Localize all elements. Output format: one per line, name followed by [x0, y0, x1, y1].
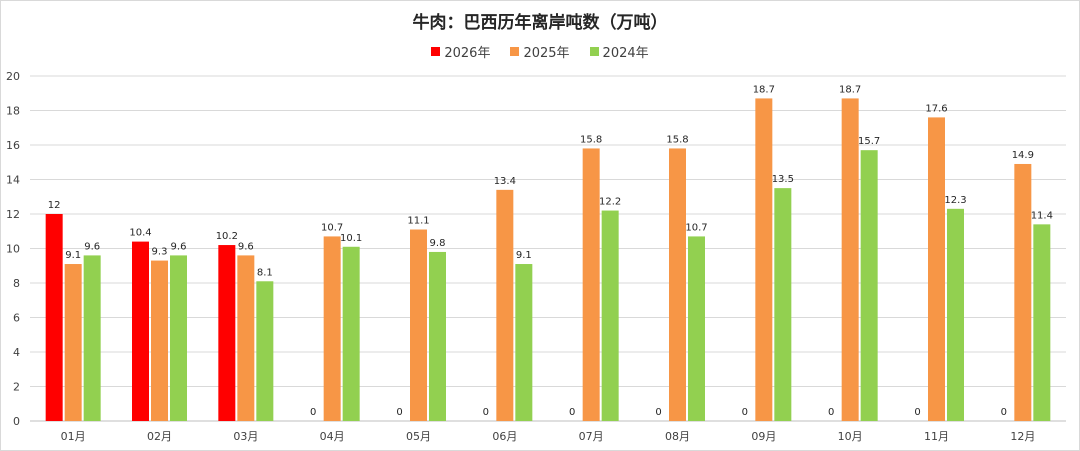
data-label: 14.9: [1012, 150, 1034, 161]
y-tick-label: 14: [6, 174, 20, 187]
bar: [151, 260, 168, 421]
bar: [64, 264, 82, 421]
legend-item-2024: 2024年: [589, 42, 649, 61]
legend-swatch-2025: [510, 47, 520, 56]
data-label: 11.4: [1031, 210, 1053, 221]
legend-swatch-2024: [589, 47, 599, 56]
y-tick-label: 4: [13, 346, 20, 359]
x-tick-label: 03月: [233, 430, 258, 443]
bar: [218, 245, 236, 421]
y-tick-label: 0: [13, 415, 20, 428]
y-tick-label: 16: [6, 139, 20, 152]
data-label: 18.7: [753, 84, 775, 95]
legend-item-2025: 2025年: [510, 42, 570, 61]
bar: [132, 241, 149, 421]
bar: [841, 98, 859, 422]
bar: [774, 188, 792, 421]
data-label: 15.7: [858, 136, 880, 147]
chart-title: 牛肉：巴西历年离岸吨数（万吨）: [412, 13, 668, 33]
data-label: 0: [1001, 407, 1007, 418]
bar: [947, 208, 964, 421]
data-label: 0: [569, 407, 575, 418]
data-label: 9.6: [171, 241, 187, 252]
bar: [496, 189, 514, 421]
y-tick-label: 18: [6, 105, 20, 118]
bar: [410, 229, 427, 421]
bar: [429, 251, 446, 421]
data-label: 9.8: [430, 238, 446, 249]
bar: [83, 255, 101, 421]
bar: [582, 148, 600, 421]
x-tick-label: 09月: [751, 430, 776, 443]
legend-swatch-2026: [431, 47, 441, 56]
data-label: 0: [483, 407, 489, 418]
data-label: 0: [396, 407, 402, 418]
data-label: 8.1: [257, 267, 273, 278]
data-label: 15.8: [580, 134, 602, 145]
x-tick-label: 08月: [665, 430, 690, 443]
y-tick-label: 6: [13, 312, 20, 325]
bar: [669, 148, 686, 421]
x-tick-label: 07月: [579, 430, 604, 443]
legend: 2026年 2025年 2024年: [0, 42, 1080, 61]
data-label: 11.1: [407, 216, 429, 227]
bar: [256, 281, 274, 421]
x-tick-label: 04月: [320, 430, 345, 443]
data-label: 13.5: [772, 174, 794, 185]
legend-label-2026: 2026年: [444, 46, 491, 61]
data-label: 10.1: [340, 233, 362, 244]
data-label: 13.4: [494, 176, 516, 187]
data-label: 15.8: [666, 134, 688, 145]
data-label: 9.1: [516, 250, 532, 261]
x-tick-label: 10月: [838, 430, 863, 443]
x-tick-label: 06月: [492, 430, 517, 443]
data-label: 0: [310, 407, 316, 418]
bar: [688, 236, 705, 421]
data-label: 0: [828, 407, 834, 418]
data-label: 18.7: [839, 84, 861, 95]
data-label: 9.3: [152, 247, 168, 258]
bar: [1033, 224, 1051, 421]
bar: [601, 210, 619, 421]
y-tick-label: 2: [13, 381, 20, 394]
bar: [755, 98, 773, 422]
data-label: 17.6: [925, 103, 947, 114]
data-label: 12.2: [599, 197, 621, 208]
bar: [237, 255, 255, 421]
x-tick-label: 02月: [147, 430, 172, 443]
data-label: 10.7: [321, 222, 343, 233]
legend-label-2025: 2025年: [523, 46, 570, 61]
data-label: 12: [48, 200, 61, 211]
x-tick-label: 05月: [406, 430, 431, 443]
data-label: 9.6: [84, 241, 100, 252]
data-label: 0: [742, 407, 748, 418]
x-tick-label: 11月: [924, 430, 949, 443]
data-label: 0: [914, 407, 920, 418]
bar: [323, 236, 341, 421]
bar: [342, 246, 360, 421]
x-tick-label: 01月: [61, 430, 86, 443]
x-tick-label: 12月: [1010, 430, 1035, 443]
data-label: 12.3: [944, 195, 966, 206]
y-tick-label: 10: [6, 243, 20, 256]
y-tick-label: 8: [13, 277, 20, 290]
bar: [170, 255, 187, 421]
data-label: 0: [655, 407, 661, 418]
data-label: 10.2: [216, 231, 238, 242]
y-tick-label: 12: [6, 208, 20, 221]
bar: [860, 150, 878, 422]
bar: [1014, 163, 1032, 421]
data-label: 10.7: [685, 222, 707, 233]
bar: [45, 214, 63, 421]
y-tick-label: 20: [6, 70, 20, 83]
bar: [928, 117, 945, 422]
legend-item-2026: 2026年: [431, 42, 490, 61]
data-label: 9.6: [238, 241, 254, 252]
data-label: 9.1: [65, 250, 81, 261]
data-label: 10.4: [129, 228, 151, 239]
bar: [515, 264, 533, 421]
legend-label-2024: 2024年: [602, 46, 649, 61]
